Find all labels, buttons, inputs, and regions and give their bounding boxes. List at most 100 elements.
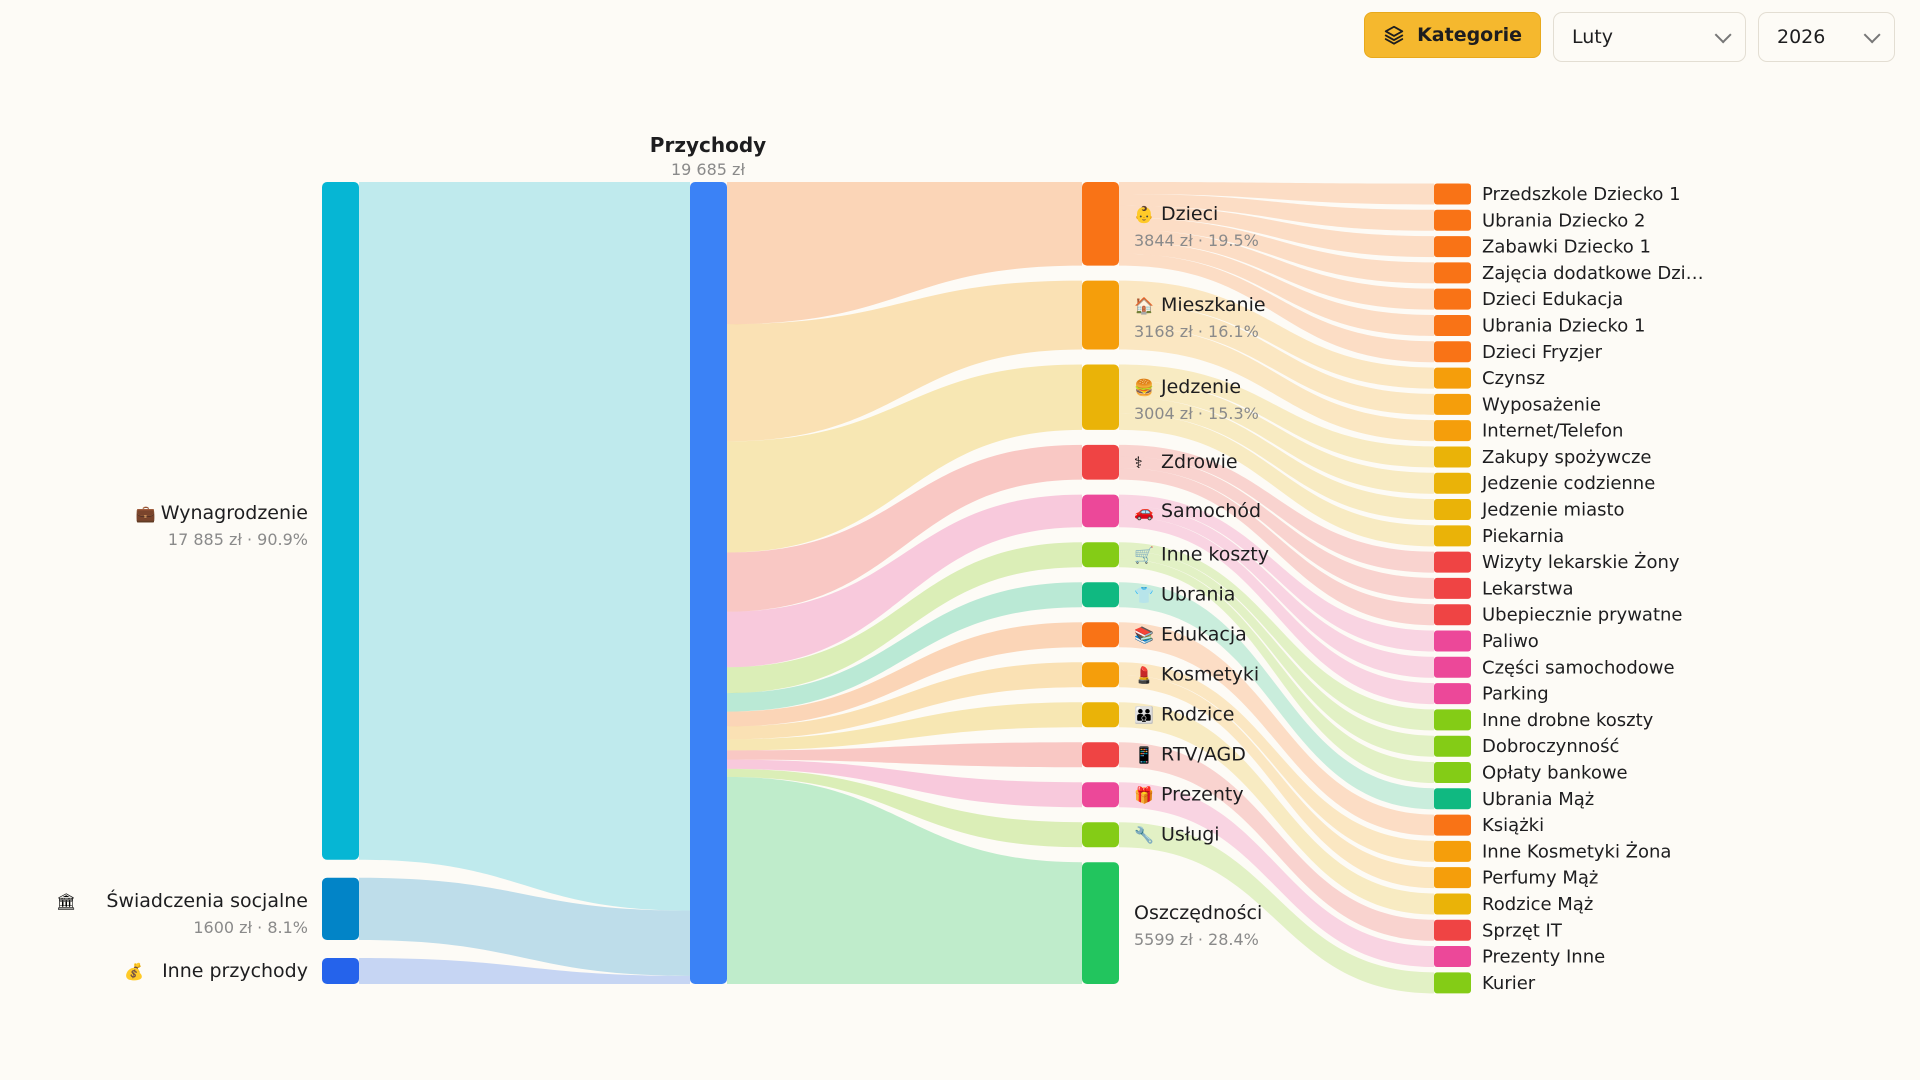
flow-ubrania	[727, 582, 1082, 712]
subcategory-node-perfumy-maz[interactable]	[1434, 867, 1471, 889]
clothes-icon: 👕	[1134, 586, 1154, 605]
category-node-oszczednosci[interactable]	[1082, 862, 1119, 984]
subcategory-label: Inne Kosmetyki Żona	[1482, 841, 1671, 862]
subcategory-node-dzieci-edukacja[interactable]	[1434, 288, 1471, 310]
subcategory-node-prezenty-inne[interactable]	[1434, 946, 1471, 968]
burger-icon: 🍔	[1134, 378, 1154, 397]
subcategory-label: Jedzenie codzienne	[1481, 473, 1655, 494]
subcategory-node-internet-telefon[interactable]	[1434, 420, 1471, 442]
subcategory-node-czynsz[interactable]	[1434, 367, 1471, 389]
subcategory-node-ubrania-maz[interactable]	[1434, 788, 1471, 810]
month-select[interactable]: Luty	[1553, 12, 1746, 62]
category-name: Samochód	[1161, 500, 1261, 522]
subcategory-node-lekarstwa[interactable]	[1434, 577, 1471, 599]
cart-icon: 🛒	[1134, 546, 1154, 565]
category-node-uslugi[interactable]	[1082, 822, 1119, 848]
flow-kosmetyki	[727, 662, 1082, 740]
subcategory-node-ubrania-dziecko-1[interactable]	[1434, 314, 1471, 336]
nodes	[322, 182, 1471, 994]
category-node-ubrania[interactable]	[1082, 582, 1119, 608]
center-node-amount: 19 685 zł	[671, 160, 745, 179]
category-node-inne-koszty[interactable]	[1082, 542, 1119, 568]
subcategory-node-ubrania-dziecko-2[interactable]	[1434, 209, 1471, 231]
flow-internet-telefon	[1119, 326, 1434, 442]
subcategory-node-ksiazki[interactable]	[1434, 814, 1471, 836]
category-node-edukacja[interactable]	[1082, 622, 1119, 648]
category-node-rtv-agd[interactable]	[1082, 742, 1119, 768]
source-node-wynagrodzenie[interactable]	[322, 182, 359, 860]
subcategory-label: Kurier	[1482, 973, 1536, 994]
subcategory-label: Części samochodowe	[1482, 657, 1675, 678]
subcategory-node-wizyty-lekarskie-zony[interactable]	[1434, 551, 1471, 573]
category-name: Mieszkanie	[1161, 294, 1266, 316]
subcategory-label: Internet/Telefon	[1482, 421, 1623, 442]
subcategory-node-kurier[interactable]	[1434, 972, 1471, 994]
subcategory-node-jedzenie-codzienne[interactable]	[1434, 472, 1471, 494]
subcategory-label: Ubrania Mąż	[1482, 789, 1594, 810]
flow-dzieci	[727, 182, 1082, 325]
flow-jedzenie-miasto	[1119, 397, 1434, 521]
flow-lekarstwa	[1119, 456, 1434, 599]
subcategory-node-inne-drobne-koszty[interactable]	[1434, 709, 1471, 731]
subcategory-label: Ubrania Dziecko 2	[1482, 210, 1645, 231]
category-node-zdrowie[interactable]	[1082, 444, 1119, 480]
source-name: Inne przychody	[162, 960, 308, 982]
subcategory-node-sprzet-it[interactable]	[1434, 919, 1471, 941]
category-name: RTV/AGD	[1161, 744, 1246, 766]
flows	[359, 182, 1434, 994]
subcategory-node-oplaty-bankowe[interactable]	[1434, 761, 1471, 783]
flow-dobroczynnosc	[1119, 550, 1434, 757]
flow-zajecia-dodatkowe-dzi	[1119, 217, 1434, 284]
subcategory-label: Prezenty Inne	[1482, 947, 1605, 968]
flow-wizyty-lekarskie-zony	[1119, 444, 1434, 573]
device-icon: 📱	[1134, 746, 1154, 765]
subcategory-node-dzieci-fryzjer[interactable]	[1434, 341, 1471, 363]
medical-icon: ⚕	[1134, 453, 1143, 472]
subcategory-node-inne-kosmetyki-zona[interactable]	[1434, 840, 1471, 862]
category-amount: 3168 zł · 16.1%	[1134, 322, 1259, 341]
category-node-prezenty[interactable]	[1082, 782, 1119, 808]
subcategory-node-parking[interactable]	[1434, 683, 1471, 705]
center-node-przychody[interactable]	[690, 182, 727, 984]
subcategory-node-zajecia-dodatkowe-dzi[interactable]	[1434, 262, 1471, 284]
category-node-dzieci[interactable]	[1082, 182, 1119, 266]
source-node-inne-przychody[interactable]	[322, 958, 359, 984]
year-select[interactable]: 2026	[1758, 12, 1895, 62]
subcategory-label: Perfumy Mąż	[1482, 868, 1598, 889]
subcategory-node-dobroczynnosc[interactable]	[1434, 735, 1471, 757]
subcategory-label: Dzieci Fryzjer	[1482, 342, 1603, 363]
source-node-swiadczenia-socjalne[interactable]	[322, 877, 359, 940]
subcategory-node-wyposazenie[interactable]	[1434, 393, 1471, 415]
subcategory-label: Lekarstwa	[1482, 578, 1574, 599]
subcategory-node-zakupy-spozywcze[interactable]	[1434, 446, 1471, 468]
category-view-button[interactable]: Kategorie	[1364, 12, 1541, 58]
subcategory-node-jedzenie-miasto[interactable]	[1434, 499, 1471, 521]
flow-zabawki-dziecko-1	[1119, 205, 1434, 258]
flow-parking	[1119, 516, 1434, 705]
category-node-rodzice[interactable]	[1082, 702, 1119, 728]
subcategory-node-rodzice-maz[interactable]	[1434, 893, 1471, 915]
flow-jedzenie-codzienne	[1119, 380, 1434, 494]
flow-samochod	[727, 494, 1082, 668]
category-node-kosmetyki[interactable]	[1082, 662, 1119, 688]
subcategory-node-ubepiecznie-prywatne[interactable]	[1434, 604, 1471, 626]
subcategory-label: Piekarnia	[1482, 526, 1564, 547]
category-node-jedzenie[interactable]	[1082, 364, 1119, 430]
subcategory-node-czesci-samochodowe[interactable]	[1434, 656, 1471, 678]
flow-ubrania-dziecko-1	[1119, 241, 1434, 336]
family-icon: 👪	[1134, 706, 1154, 725]
subcategory-node-zabawki-dziecko-1[interactable]	[1434, 236, 1471, 258]
subcategory-label: Wyposażenie	[1482, 394, 1601, 415]
flow-rodzice-maz	[1119, 702, 1434, 915]
category-amount: 3004 zł · 15.3%	[1134, 404, 1259, 423]
subcategory-node-piekarnia[interactable]	[1434, 525, 1471, 547]
subcategory-node-paliwo[interactable]	[1434, 630, 1471, 652]
subcategory-node-przedszkole-dziecko-1[interactable]	[1434, 183, 1471, 205]
flow-uslugi	[727, 768, 1082, 848]
category-node-mieszkanie[interactable]	[1082, 280, 1119, 350]
category-node-samochod[interactable]	[1082, 494, 1119, 528]
wrench-icon: 🔧	[1134, 826, 1154, 845]
subcategory-label: Zabawki Dziecko 1	[1482, 237, 1651, 258]
flow-edukacja	[727, 622, 1082, 727]
